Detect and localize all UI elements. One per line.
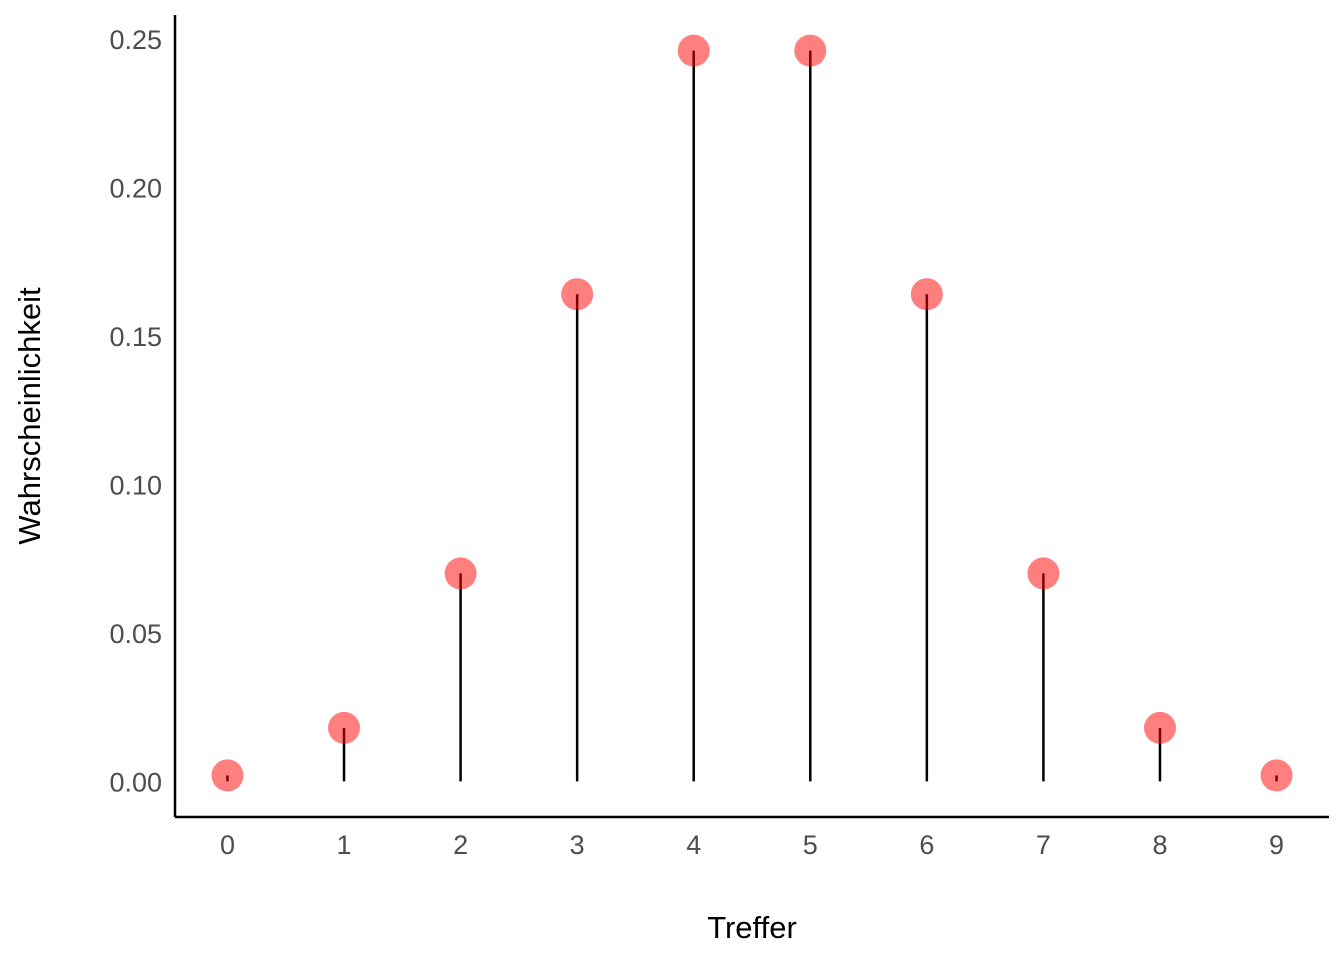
y-tick-label: 0.00 bbox=[109, 767, 162, 797]
y-tick-labels: 0.00 0.05 0.10 0.15 0.20 0.25 bbox=[109, 25, 162, 798]
data-point-0 bbox=[211, 759, 244, 792]
x-tick-label: 6 bbox=[919, 830, 934, 860]
y-axis-title: Wahrscheinlichkeit bbox=[12, 287, 47, 545]
x-tick-label: 5 bbox=[803, 830, 818, 860]
x-tick-label: 8 bbox=[1152, 830, 1167, 860]
x-tick-label: 9 bbox=[1269, 830, 1284, 860]
data-point-7 bbox=[1027, 557, 1060, 590]
data-point-9 bbox=[1260, 759, 1293, 792]
y-tick-label: 0.25 bbox=[109, 25, 162, 55]
x-tick-label: 7 bbox=[1036, 830, 1051, 860]
y-tick-label: 0.05 bbox=[109, 619, 162, 649]
x-tick-label: 2 bbox=[453, 830, 468, 860]
points-group bbox=[211, 34, 1293, 792]
data-point-6 bbox=[910, 278, 943, 311]
data-point-2 bbox=[444, 557, 477, 590]
y-tick-label: 0.15 bbox=[109, 322, 162, 352]
data-point-5 bbox=[794, 34, 827, 67]
x-tick-label: 4 bbox=[686, 830, 701, 860]
stems-group bbox=[226, 50, 1278, 782]
data-point-4 bbox=[677, 34, 710, 67]
data-point-8 bbox=[1143, 711, 1176, 744]
data-point-3 bbox=[561, 278, 594, 311]
x-tick-label: 1 bbox=[337, 830, 352, 860]
x-tick-label: 3 bbox=[570, 830, 585, 860]
x-tick-labels: 0 1 2 3 4 5 6 7 8 9 bbox=[220, 830, 1284, 860]
y-tick-label: 0.10 bbox=[109, 470, 162, 500]
y-tick-label: 0.20 bbox=[109, 173, 162, 203]
x-tick-label: 0 bbox=[220, 830, 235, 860]
x-axis-title: Treffer bbox=[707, 910, 797, 945]
data-point-1 bbox=[328, 711, 361, 744]
